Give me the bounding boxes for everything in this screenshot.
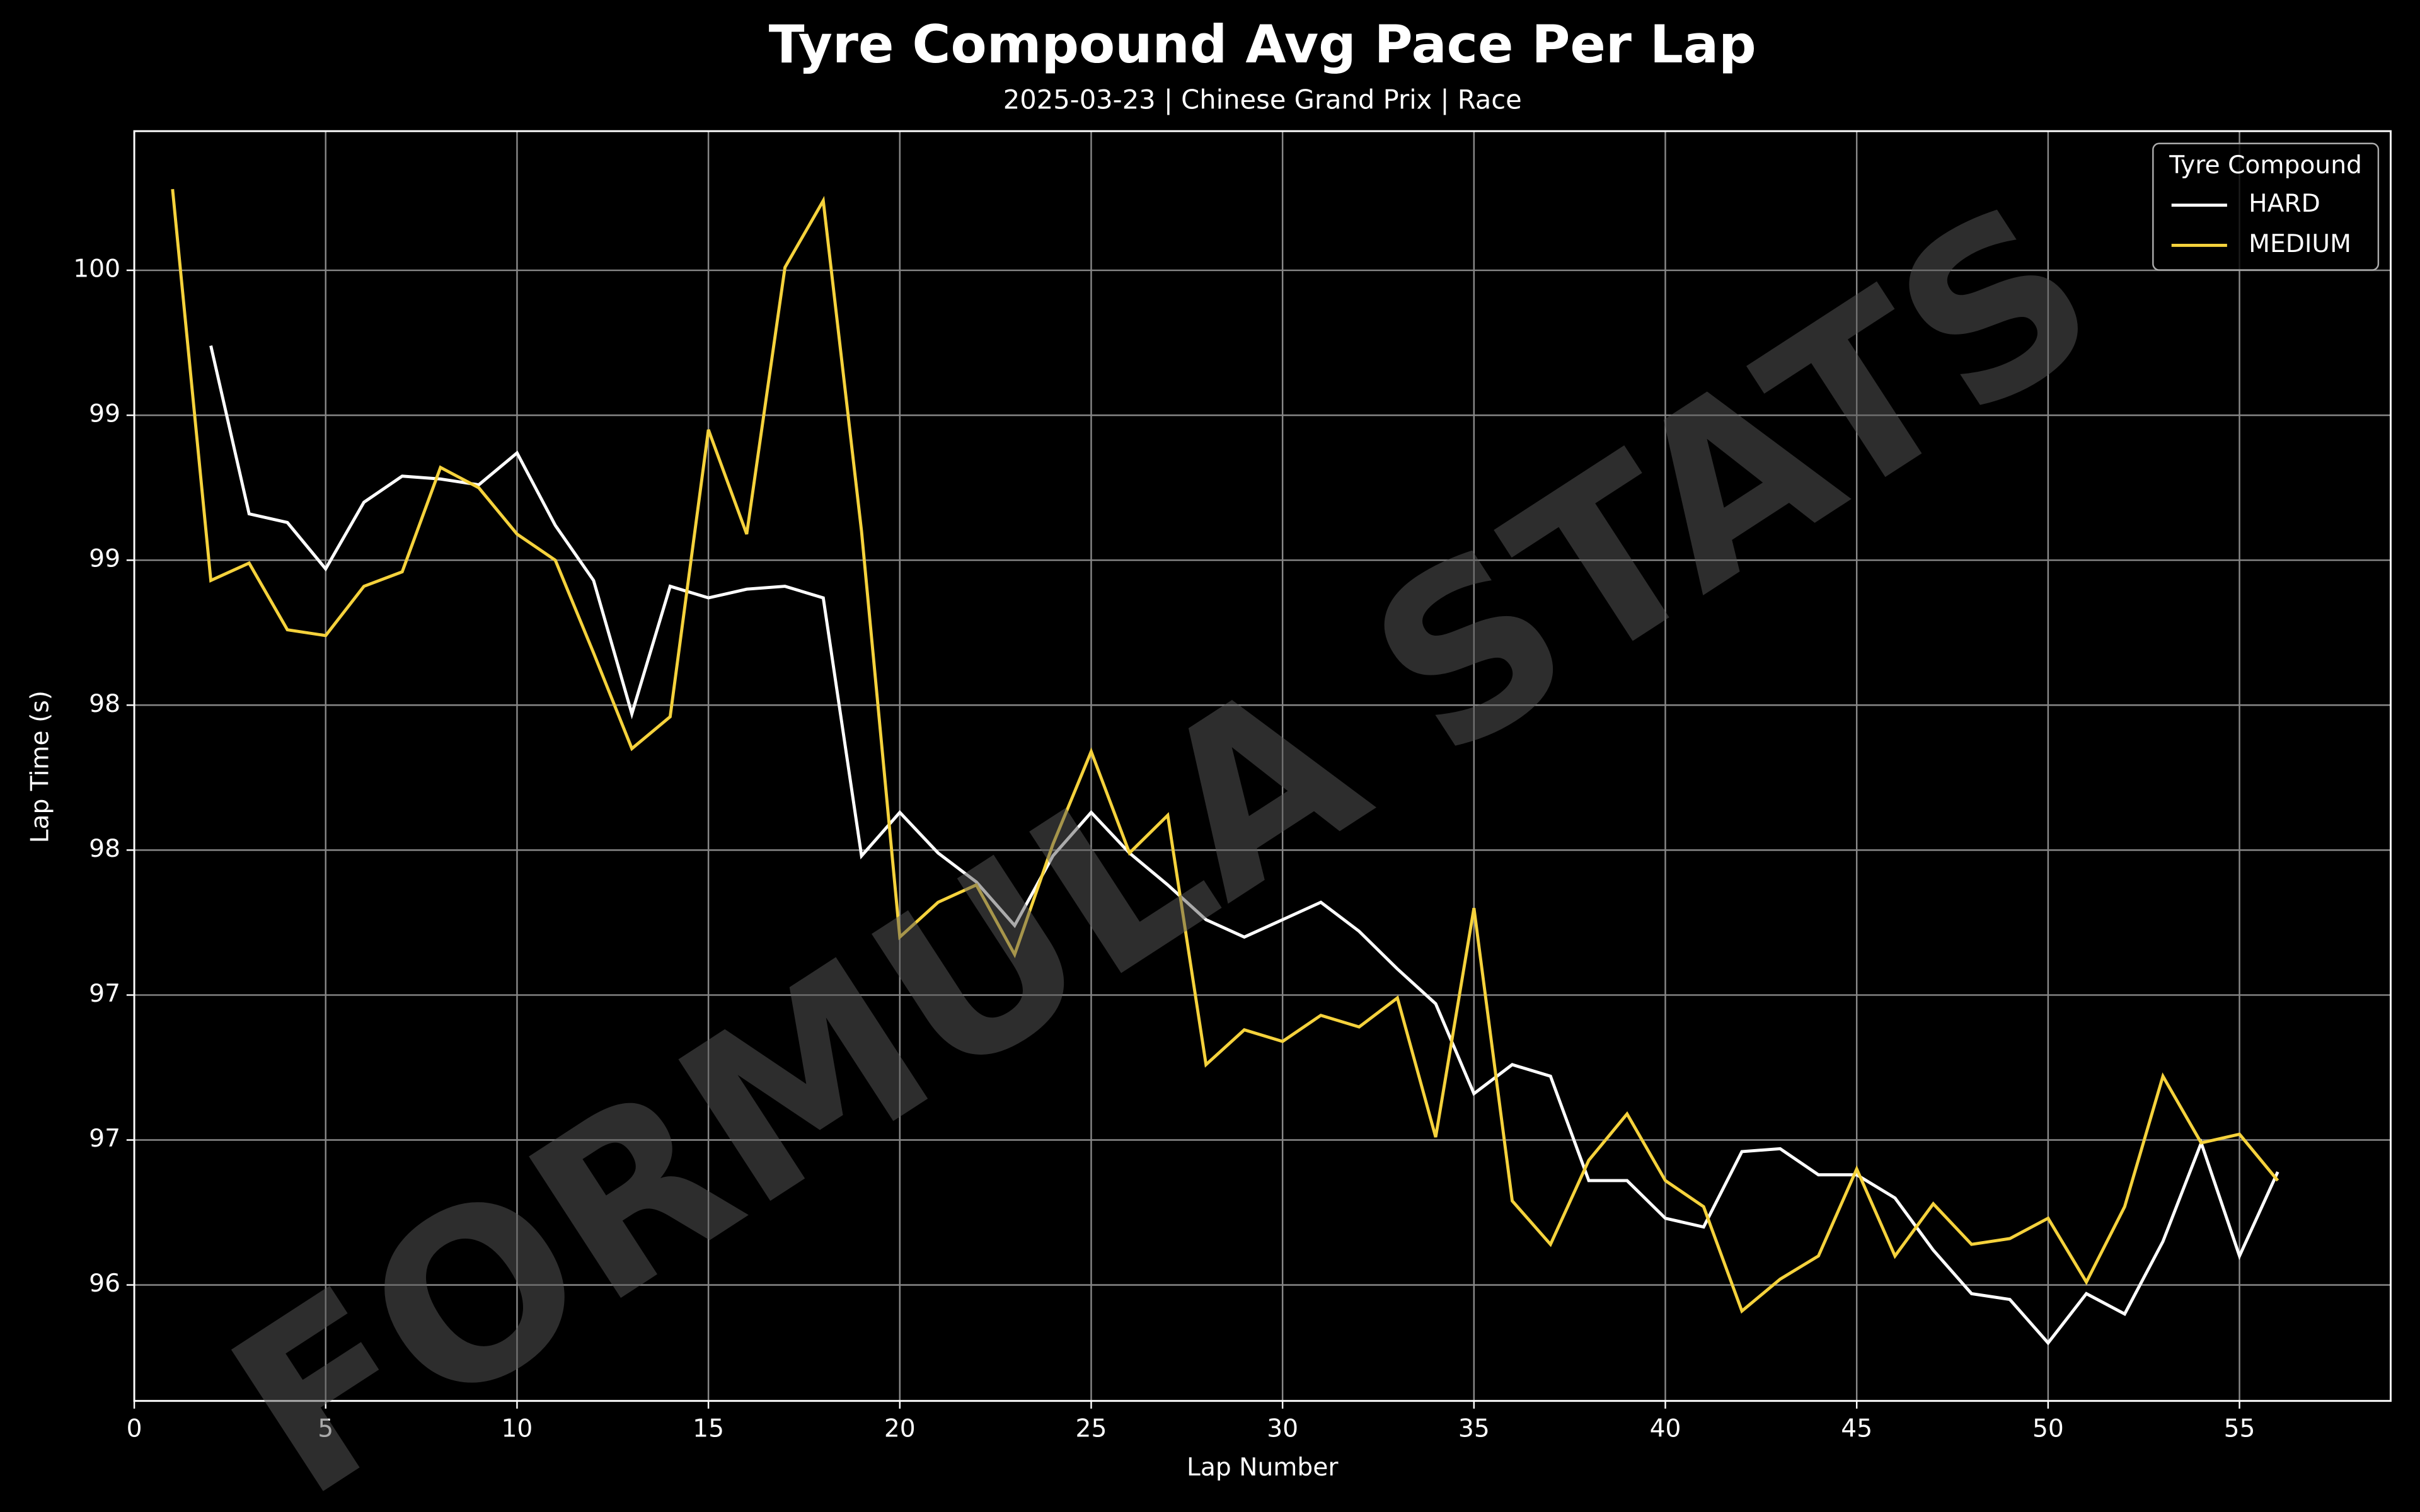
legend-title: Tyre Compound	[2169, 151, 2362, 180]
x-tick-label: 35	[1458, 1415, 1490, 1443]
x-tick-label: 20	[884, 1415, 916, 1443]
y-tick-label: 97	[89, 980, 120, 1008]
y-tick-label: 99	[89, 545, 120, 573]
plot-area: 0 5 10 15 20 25 30 35 40 45 50 55 96 97 97 98 98 99 99 100 T…	[73, 130, 2392, 1443]
plot-frame	[133, 130, 2392, 1402]
x-tick-label: 15	[693, 1415, 724, 1443]
legend-box	[2152, 142, 2380, 271]
x-tick-label: 10	[501, 1415, 533, 1443]
legend-label: MEDIUM	[2249, 230, 2351, 258]
x-tick-label: 45	[1841, 1415, 1872, 1443]
x-tick-label: 25	[1076, 1415, 1107, 1443]
legend-label: HARD	[2249, 190, 2320, 218]
y-axis-label: Lap Time (s)	[26, 690, 55, 843]
y-tick-label: 96	[89, 1269, 120, 1298]
chart-title: Tyre Compound Avg Pace Per Lap	[769, 14, 1756, 75]
x-axis-label: Lap Number	[1187, 1453, 1339, 1482]
x-tick-label: 55	[2224, 1415, 2256, 1443]
y-tick-label: 97	[89, 1125, 120, 1153]
y-tick-label: 99	[89, 400, 120, 428]
chart-subtitle: 2025-03-23 | Chinese Grand Prix | Race	[1003, 84, 1522, 115]
series-line	[171, 188, 2279, 1314]
x-tick-label: 5	[318, 1415, 333, 1443]
x-tick-label: 40	[1650, 1415, 1681, 1443]
x-tick-label: 50	[2032, 1415, 2064, 1443]
legend: Tyre Compound HARD MEDIUM	[2152, 142, 2380, 271]
series-line	[209, 345, 2279, 1346]
x-tick-label: 0	[127, 1415, 142, 1443]
x-tick-label: 30	[1267, 1415, 1298, 1443]
y-tick-label: 98	[89, 835, 120, 863]
y-tick-label: 100	[73, 255, 120, 284]
y-tick-label: 98	[89, 690, 120, 718]
